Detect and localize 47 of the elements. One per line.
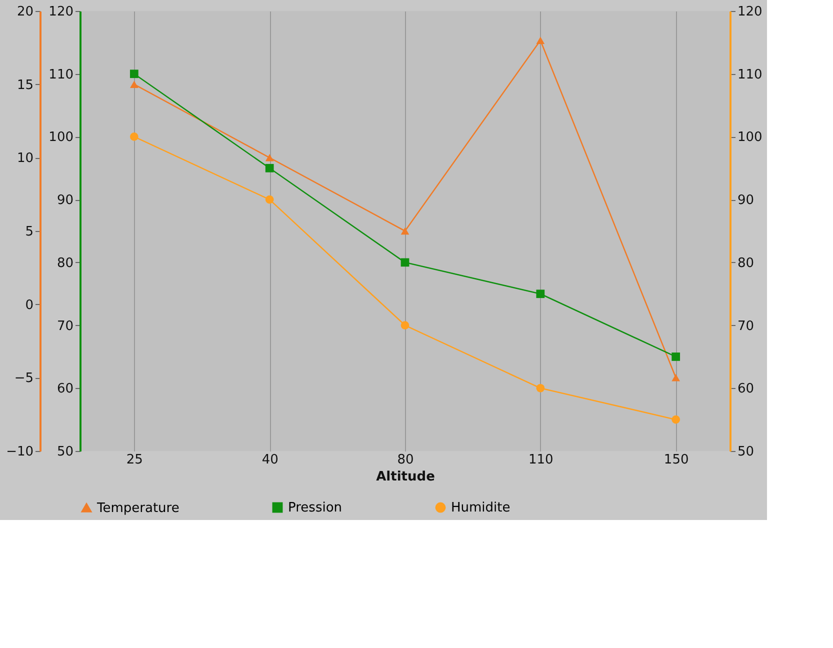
y2-tick-label: 50: [56, 444, 74, 460]
y-tick-label: −5: [14, 371, 34, 386]
legend-label: Humidite: [451, 500, 510, 516]
point: [672, 352, 680, 361]
point: [536, 290, 545, 298]
y3-tick-label: 110: [738, 67, 762, 82]
point: [400, 321, 410, 330]
point: [265, 154, 274, 162]
y2-tick-label: 80: [56, 256, 74, 271]
point: [265, 164, 274, 172]
y-tick-label: −10: [6, 444, 34, 460]
x-tick-label: 25: [126, 452, 143, 468]
y3-tick-label: 50: [738, 444, 754, 460]
y3-tick-label: 80: [738, 256, 754, 271]
y3-tick-label: 120: [738, 4, 762, 20]
y-tick-label: 15: [16, 78, 34, 93]
y2-tick-label: 120: [48, 4, 74, 20]
point: [265, 195, 274, 204]
y3-tick-label: 60: [738, 382, 754, 397]
y-tick-label: 10: [16, 151, 34, 166]
y2-tick-label: 90: [56, 193, 74, 208]
y-tick-label: 5: [25, 224, 34, 240]
point: [672, 415, 680, 424]
point: [130, 80, 138, 88]
x-tick-label: 40: [262, 452, 278, 468]
point: [400, 258, 410, 267]
point: [130, 70, 138, 78]
y3-tick-label: 100: [738, 130, 762, 146]
legend-label: Pression: [288, 500, 342, 516]
y2-tick-label: 100: [48, 130, 74, 146]
y-tick-label: 0: [25, 298, 34, 313]
y3-tick-label: 90: [738, 193, 754, 208]
x-axis-title: Altitude: [376, 470, 436, 484]
legend-label: Temperature: [96, 500, 180, 516]
x-tick-label: 150: [664, 452, 689, 468]
y3-tick-label: 70: [738, 318, 754, 334]
point: [536, 36, 545, 44]
x-tick-label: 80: [397, 452, 414, 468]
x-tick-label: 110: [528, 452, 554, 468]
y2-tick-label: 70: [56, 318, 74, 334]
y2-tick-label: 60: [56, 382, 74, 397]
point: [130, 132, 138, 141]
y-tick-label: 20: [16, 4, 34, 20]
point: [400, 227, 410, 235]
point: [536, 384, 545, 392]
point: [672, 374, 680, 382]
y2-tick-label: 110: [48, 67, 74, 82]
